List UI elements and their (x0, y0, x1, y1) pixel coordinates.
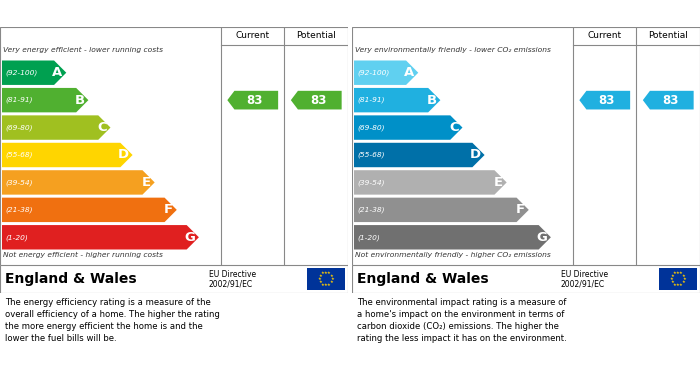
Text: ★: ★ (671, 280, 674, 284)
Polygon shape (2, 197, 177, 222)
Text: 2002/91/EC: 2002/91/EC (209, 280, 253, 289)
Text: ★: ★ (318, 274, 322, 278)
Text: Energy Efficiency Rating: Energy Efficiency Rating (7, 7, 169, 20)
Text: ★: ★ (679, 271, 683, 275)
Polygon shape (2, 143, 132, 167)
Polygon shape (643, 91, 694, 109)
Text: (92-100): (92-100) (5, 70, 37, 76)
Text: E: E (494, 176, 503, 189)
Text: England & Wales: England & Wales (357, 272, 489, 286)
Text: The energy efficiency rating is a measure of the
overall efficiency of a home. T: The energy efficiency rating is a measur… (5, 298, 220, 343)
Text: ★: ★ (321, 283, 325, 287)
Text: Very environmentally friendly - lower CO₂ emissions: Very environmentally friendly - lower CO… (355, 47, 551, 53)
Text: Not environmentally friendly - higher CO₂ emissions: Not environmentally friendly - higher CO… (355, 252, 551, 258)
Text: (69-80): (69-80) (357, 124, 384, 131)
Text: The environmental impact rating is a measure of
a home's impact on the environme: The environmental impact rating is a mea… (357, 298, 567, 343)
Text: D: D (118, 149, 129, 161)
Polygon shape (580, 91, 630, 109)
Text: ★: ★ (673, 283, 676, 287)
Text: EU Directive: EU Directive (561, 270, 608, 279)
Text: Environmental Impact (CO₂) Rating: Environmental Impact (CO₂) Rating (359, 7, 592, 20)
Text: ★: ★ (682, 277, 686, 281)
Text: ★: ★ (327, 271, 331, 275)
Text: (92-100): (92-100) (357, 70, 389, 76)
Text: E: E (142, 176, 151, 189)
Text: (81-91): (81-91) (5, 97, 32, 103)
Polygon shape (354, 197, 528, 222)
Text: ★: ★ (324, 283, 328, 287)
Text: Potential: Potential (296, 32, 336, 41)
Text: (39-54): (39-54) (357, 179, 384, 186)
Text: ★: ★ (330, 274, 333, 278)
Text: 83: 83 (662, 93, 678, 107)
Text: ★: ★ (671, 274, 674, 278)
Polygon shape (354, 143, 484, 167)
Text: ★: ★ (321, 271, 325, 275)
Text: ★: ★ (676, 271, 680, 274)
Polygon shape (2, 170, 155, 195)
Text: EU Directive: EU Directive (209, 270, 256, 279)
Text: B: B (75, 93, 85, 107)
Text: ★: ★ (330, 277, 334, 281)
Text: F: F (164, 203, 173, 216)
Text: C: C (97, 121, 107, 134)
Text: ★: ★ (670, 277, 673, 281)
Text: (81-91): (81-91) (357, 97, 384, 103)
Text: D: D (470, 149, 481, 161)
Polygon shape (354, 88, 440, 112)
Text: 83: 83 (598, 93, 615, 107)
Text: ★: ★ (676, 283, 680, 287)
Bar (307, 267, 345, 291)
Text: (21-38): (21-38) (5, 206, 32, 213)
Polygon shape (354, 115, 463, 140)
Bar (659, 267, 697, 291)
Text: Not energy efficient - higher running costs: Not energy efficient - higher running co… (3, 252, 163, 258)
Text: Current: Current (236, 32, 270, 41)
Text: (1-20): (1-20) (357, 234, 379, 240)
Polygon shape (2, 225, 199, 249)
Text: Potential: Potential (648, 32, 688, 41)
Text: A: A (52, 66, 62, 79)
Text: B: B (426, 93, 437, 107)
Text: Current: Current (588, 32, 622, 41)
Text: 83: 83 (246, 93, 262, 107)
Text: G: G (536, 231, 547, 244)
Polygon shape (2, 88, 88, 112)
Text: 2002/91/EC: 2002/91/EC (561, 280, 605, 289)
Text: ★: ★ (330, 280, 333, 284)
Text: C: C (449, 121, 459, 134)
Text: Very energy efficient - lower running costs: Very energy efficient - lower running co… (3, 47, 163, 53)
Text: F: F (516, 203, 525, 216)
Text: (1-20): (1-20) (5, 234, 28, 240)
Polygon shape (354, 61, 419, 85)
Text: 83: 83 (310, 93, 326, 107)
Text: ★: ★ (682, 274, 685, 278)
Text: ★: ★ (679, 283, 683, 287)
Text: ★: ★ (324, 271, 328, 274)
Text: ★: ★ (327, 283, 331, 287)
Text: ★: ★ (318, 277, 321, 281)
Polygon shape (290, 91, 342, 109)
Polygon shape (228, 91, 278, 109)
Text: (55-68): (55-68) (357, 152, 384, 158)
Text: ★: ★ (673, 271, 676, 275)
Text: ★: ★ (318, 280, 322, 284)
Text: ★: ★ (682, 280, 685, 284)
Polygon shape (354, 225, 551, 249)
Polygon shape (2, 61, 66, 85)
Polygon shape (354, 170, 507, 195)
Text: (39-54): (39-54) (5, 179, 32, 186)
Text: (21-38): (21-38) (357, 206, 384, 213)
Text: England & Wales: England & Wales (5, 272, 136, 286)
Polygon shape (2, 115, 111, 140)
Text: A: A (405, 66, 414, 79)
Text: (69-80): (69-80) (5, 124, 32, 131)
Text: G: G (184, 231, 195, 244)
Text: (55-68): (55-68) (5, 152, 32, 158)
